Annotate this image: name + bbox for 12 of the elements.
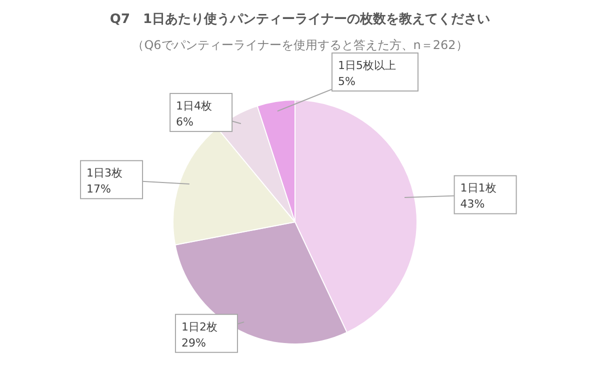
data-label: 29%	[181, 336, 206, 350]
data-label: 43%	[460, 198, 485, 211]
chart-subtitle: （Q6でパンティーライナーを使用すると答えた方、n＝262）	[132, 38, 468, 52]
slice-label: 1日1枚	[460, 182, 496, 195]
slice-label: 1日3枚	[86, 166, 123, 180]
slice-label: 1日2枚	[181, 320, 218, 334]
slice-label: 1日5枚以上	[338, 59, 396, 72]
data-label: 5%	[338, 75, 356, 88]
data-label: 17%	[86, 182, 111, 196]
chart-title: Q7 1日あたり使うパンティーライナーの枚数を教えてください	[110, 12, 490, 27]
data-label: 6%	[176, 115, 194, 128]
slice-label: 1日4枚	[176, 99, 212, 112]
